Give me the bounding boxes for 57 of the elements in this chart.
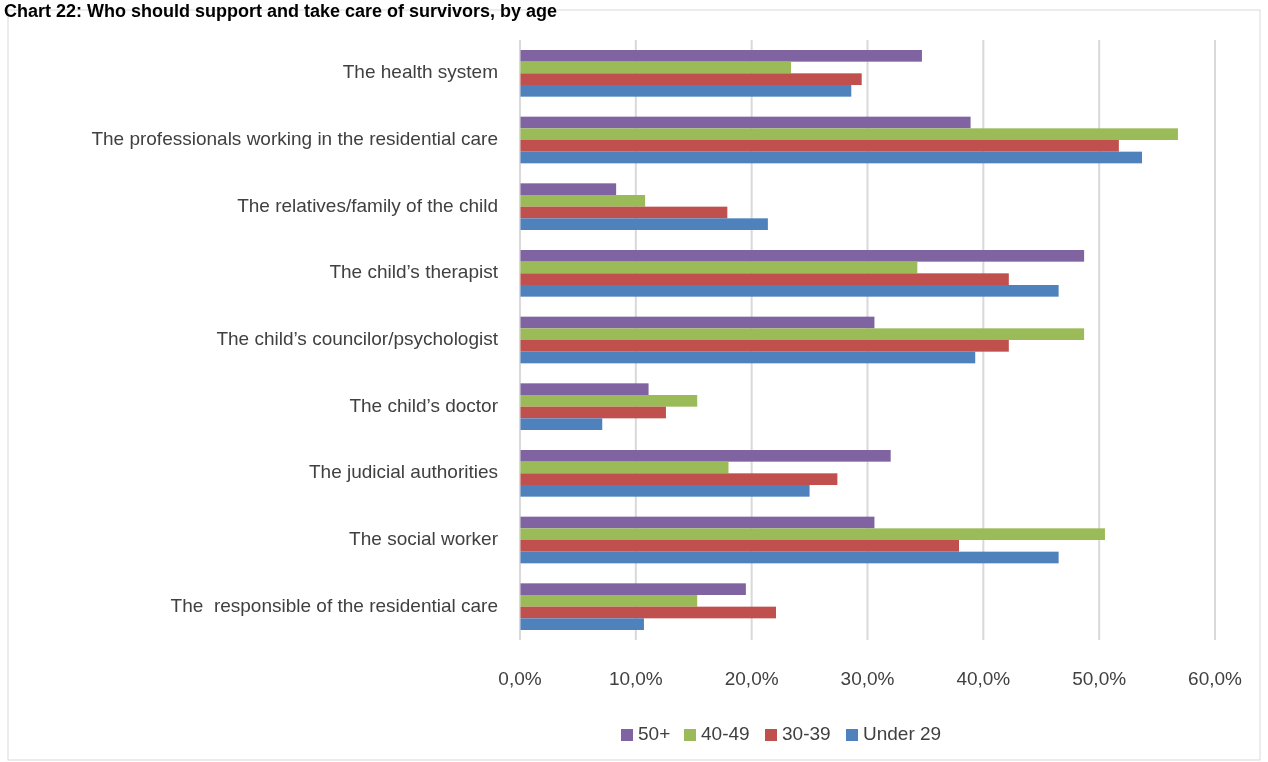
x-tick-label: 50,0%: [1072, 668, 1127, 689]
legend-label: Under 29: [863, 723, 942, 745]
bar: [520, 183, 617, 195]
x-tick-label: 30,0%: [840, 668, 895, 689]
bar: [520, 195, 646, 207]
x-tick-label: 10,0%: [608, 668, 663, 689]
y-tick-label: The child’s councilor/psychologist: [216, 328, 499, 350]
bar: [520, 606, 776, 619]
bar: [520, 473, 838, 485]
bar: [520, 250, 1085, 262]
bar: [520, 383, 649, 395]
x-tick-label: 0,0%: [498, 668, 542, 689]
bar: [520, 61, 792, 74]
bar: [520, 516, 875, 529]
bar: [520, 461, 729, 474]
text: Chart 22: Who should support and take care of survivors, by age: [4, 0, 558, 21]
y-tick-label: The judicial authorities: [308, 461, 498, 483]
bar: [520, 261, 918, 274]
bar: [520, 618, 644, 630]
y-tick-label: The responsible of the residential care: [170, 594, 498, 616]
bar: [520, 540, 960, 552]
bar: [520, 485, 810, 497]
bar: [520, 85, 852, 97]
bar: [520, 340, 1009, 352]
legend-label: 30-39: [782, 723, 831, 745]
bar: [520, 50, 922, 62]
x-tick-label: 40,0%: [956, 668, 1011, 689]
legend-label: 40-49: [701, 723, 750, 745]
bar: [520, 273, 1009, 285]
bar: [520, 418, 603, 430]
x-tick-label: 20,0%: [724, 668, 779, 689]
y-tick-label: The relatives/family of the child: [237, 194, 498, 216]
bar: [520, 551, 1059, 564]
x-tick-label: 60,0%: [1188, 668, 1243, 689]
y-tick-label: The social worker: [349, 528, 499, 550]
y-tick-label: The child’s therapist: [329, 261, 499, 283]
y-tick-label: The child’s doctor: [349, 394, 499, 416]
bar: [520, 395, 698, 407]
bar: [520, 328, 1085, 340]
legend-label: 50+: [638, 723, 671, 745]
bar: [520, 140, 1119, 152]
y-tick-label: The health system: [342, 61, 498, 83]
y-tick-label: The professionals working in the residential care: [91, 128, 498, 150]
bar: [520, 218, 768, 230]
bar: [520, 151, 1143, 164]
bar: [520, 583, 746, 595]
bar: [520, 450, 891, 462]
bar: [520, 406, 666, 419]
bar: [520, 351, 976, 364]
bar: [520, 128, 1178, 140]
bar: [520, 206, 728, 219]
bar: [520, 528, 1105, 540]
bar: [520, 285, 1059, 297]
bar: [520, 116, 971, 129]
bar: [520, 316, 875, 329]
bar: [520, 595, 698, 607]
bar: [520, 73, 862, 85]
